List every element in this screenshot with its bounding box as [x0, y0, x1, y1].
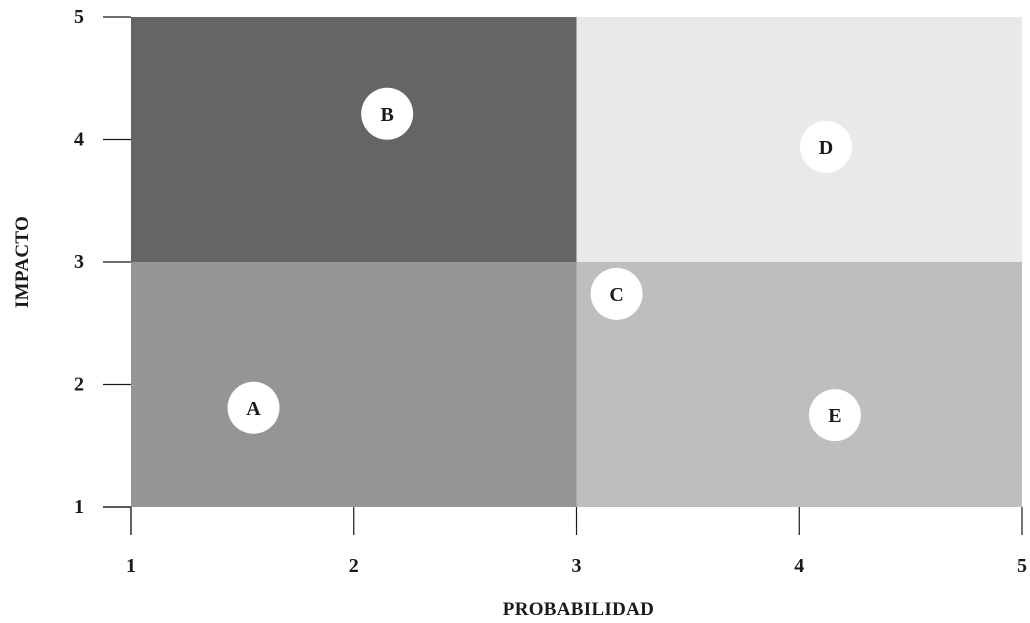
y-tick-label-5: 5	[74, 6, 84, 28]
quadrant-region-2	[576, 17, 1022, 262]
point-label-b: B	[380, 104, 393, 126]
point-label-c: C	[609, 284, 623, 306]
quadrant-regions	[131, 17, 1022, 507]
x-axis-ticks: 1 2 3 4 5	[126, 507, 1027, 577]
y-tick-label-2: 2	[74, 374, 84, 396]
point-label-e: E	[828, 405, 841, 427]
point-label-a: A	[246, 398, 261, 420]
y-tick-label-4: 4	[74, 129, 84, 151]
y-axis-title: IMPACTO	[12, 216, 33, 308]
point-d: D	[799, 120, 852, 173]
y-tick-label-3: 3	[74, 251, 84, 273]
y-tick-label-1: 1	[74, 496, 84, 518]
y-axis-ticks: 1 2 3 4 5	[74, 6, 131, 518]
x-tick-label-5: 5	[1017, 555, 1027, 577]
point-c: C	[590, 267, 643, 320]
x-tick-label-4: 4	[794, 555, 804, 577]
point-marker-d	[799, 120, 852, 173]
quadrant-region-1	[131, 17, 577, 262]
point-e: E	[808, 389, 861, 442]
x-tick-label-2: 2	[349, 555, 359, 577]
quadrant-region-3	[131, 262, 577, 507]
x-axis-title: PROBABILIDAD	[503, 599, 654, 620]
x-tick-label-3: 3	[572, 555, 582, 577]
point-marker-b	[361, 87, 414, 140]
data-points: A B C D E	[227, 87, 861, 442]
point-a: A	[227, 381, 280, 434]
point-marker-c	[590, 267, 643, 320]
quadrant-region-4	[576, 262, 1022, 507]
point-marker-e	[808, 389, 861, 442]
point-label-d: D	[819, 137, 833, 159]
point-marker-a	[227, 381, 280, 434]
point-b: B	[361, 87, 414, 140]
x-tick-label-1: 1	[126, 555, 136, 577]
axes	[103, 506, 132, 535]
